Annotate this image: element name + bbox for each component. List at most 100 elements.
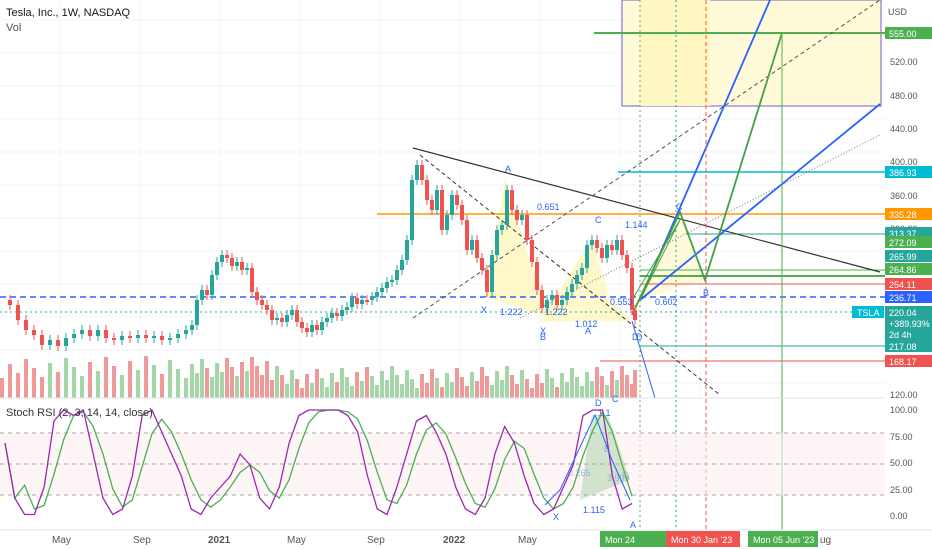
candle-body <box>540 290 544 308</box>
candle-body <box>128 336 132 338</box>
candle-body <box>405 240 409 260</box>
volume-bar <box>330 373 334 398</box>
candle-body <box>285 315 289 322</box>
volume-bar <box>465 386 469 398</box>
volume-bar <box>540 383 544 398</box>
time-axis-label: 2022 <box>443 535 466 546</box>
candle-body <box>260 300 264 305</box>
candle-body <box>96 330 100 336</box>
volume-bar <box>515 384 519 398</box>
volume-bar <box>365 367 369 398</box>
candle-body <box>485 270 489 292</box>
price-tag-text: 555.00 <box>889 29 917 39</box>
volume-bar <box>250 357 254 398</box>
price-tag-text: 236.71 <box>889 293 917 303</box>
candle-body <box>425 180 429 200</box>
candle-body <box>64 338 68 346</box>
ticker-tag: TSLA <box>852 306 884 318</box>
volume-bar <box>430 369 434 398</box>
candle-body <box>560 300 564 305</box>
volume-bar <box>480 367 484 398</box>
volume-bar <box>375 385 379 398</box>
time-tag-bg <box>748 531 818 547</box>
volume-bar <box>152 365 156 398</box>
price-tag-text: 386.93 <box>889 168 917 178</box>
candle-body <box>195 300 199 325</box>
volume-bar <box>120 375 124 398</box>
price-tag: 386.93 <box>885 166 932 178</box>
volume-bar <box>455 368 459 398</box>
price-tag-text: 2d 4h <box>889 330 912 340</box>
candle-body <box>430 200 434 210</box>
pattern-point-label: B <box>540 332 546 342</box>
price-tag: 220.04 <box>885 306 932 318</box>
time-tag: Mon 30 Jan '23 <box>666 531 740 547</box>
candle-body <box>455 195 459 205</box>
candle-body <box>72 334 76 338</box>
volume-bar <box>590 381 594 398</box>
candle-body <box>420 165 424 180</box>
volume-bar <box>290 370 294 398</box>
currency-label: USD <box>888 7 908 17</box>
volume-bar <box>580 386 584 398</box>
volume-series <box>0 356 637 398</box>
price-axis-tick: 120.00 <box>890 390 918 400</box>
volume-bar <box>633 370 637 398</box>
volume-bar <box>595 367 599 398</box>
volume-bar <box>630 384 634 398</box>
candle-body <box>565 292 569 300</box>
volume-bar <box>475 381 479 398</box>
volume-bar <box>176 369 180 398</box>
candle-body <box>152 336 156 338</box>
volume-bar <box>325 387 329 398</box>
price-tag-text: +389.93% <box>889 319 930 329</box>
volume-bar <box>240 362 244 398</box>
projection-path <box>631 219 681 301</box>
candle-body <box>525 215 529 240</box>
price-tag: 555.00 <box>885 27 932 39</box>
volume-bar <box>545 369 549 398</box>
candle-body <box>275 318 279 320</box>
volume-bar <box>355 372 359 398</box>
volume-bar <box>300 388 304 398</box>
candle-body <box>530 240 534 262</box>
volume-bar <box>530 388 534 398</box>
price-axis-tick: 360.00 <box>890 191 918 201</box>
volume-bar <box>460 377 464 398</box>
price-tag: 265.99 <box>885 250 932 262</box>
price-tag-bg <box>885 27 932 39</box>
price-tag: 264.86 <box>885 263 932 275</box>
volume-bar <box>320 378 324 398</box>
candle-body <box>390 280 394 282</box>
volume-bar <box>435 378 439 398</box>
volume-bar <box>470 372 474 398</box>
volume-bar <box>310 383 314 398</box>
price-tag: 217.08 <box>885 340 932 352</box>
candle-body <box>32 330 36 335</box>
candle-body <box>184 330 188 334</box>
price-tag: 2d 4h <box>885 328 932 340</box>
candle-body <box>225 255 229 258</box>
volume-bar <box>56 372 60 398</box>
stoch-fill <box>580 415 630 500</box>
volume-bar <box>285 384 289 398</box>
volume-bar <box>184 378 188 398</box>
candle-body <box>605 245 609 258</box>
price-tag-text: 335.28 <box>889 210 917 220</box>
volume-bar <box>560 373 564 398</box>
volume-bar <box>260 375 264 398</box>
volume-bar <box>605 385 609 398</box>
volume-bar <box>535 374 539 398</box>
time-axis-label: May <box>287 535 306 546</box>
projection-line <box>631 320 656 399</box>
volume-bar <box>8 364 12 398</box>
candle-body <box>330 313 334 318</box>
candle-body <box>555 295 559 305</box>
volume-bar <box>32 368 36 398</box>
pattern-point-label: A <box>630 520 636 530</box>
candle-body <box>290 310 294 315</box>
price-axis-tick: 440.00 <box>890 124 918 134</box>
price-tag-bg <box>885 166 932 178</box>
price-axis-tick: 480.00 <box>890 91 918 101</box>
